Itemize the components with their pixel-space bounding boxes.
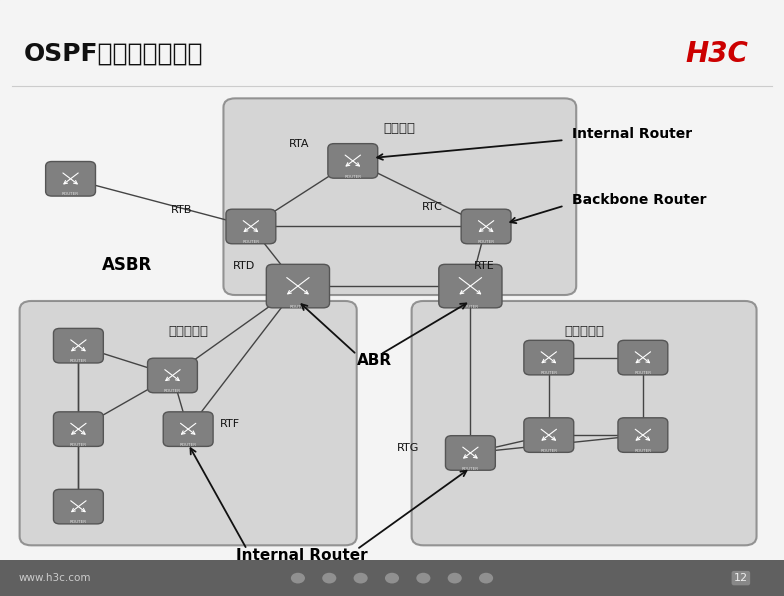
FancyBboxPatch shape — [524, 340, 574, 375]
Text: 非骨干区域: 非骨干区域 — [168, 325, 209, 338]
FancyBboxPatch shape — [267, 265, 329, 308]
Circle shape — [385, 573, 399, 583]
FancyBboxPatch shape — [53, 489, 103, 524]
Text: ROUTER: ROUTER — [540, 371, 557, 375]
FancyBboxPatch shape — [412, 301, 757, 545]
Text: ROUTER: ROUTER — [634, 449, 652, 453]
Text: RTG: RTG — [397, 443, 419, 453]
Text: Backbone Router: Backbone Router — [572, 193, 707, 207]
Text: RTF: RTF — [220, 419, 240, 429]
Text: ROUTER: ROUTER — [180, 443, 197, 447]
Text: ROUTER: ROUTER — [70, 443, 87, 447]
Text: ROUTER: ROUTER — [164, 389, 181, 393]
FancyBboxPatch shape — [20, 301, 357, 545]
Text: Internal Router: Internal Router — [236, 548, 368, 563]
Text: 12: 12 — [734, 573, 748, 583]
Text: ABR: ABR — [357, 353, 392, 368]
Text: ROUTER: ROUTER — [242, 240, 260, 244]
FancyBboxPatch shape — [53, 412, 103, 446]
FancyBboxPatch shape — [439, 265, 502, 308]
Text: RTD: RTD — [233, 261, 255, 271]
Text: OSPF路由器类型示例: OSPF路由器类型示例 — [24, 42, 203, 66]
Text: ROUTER: ROUTER — [477, 240, 495, 244]
Text: ROUTER: ROUTER — [634, 371, 652, 375]
FancyBboxPatch shape — [45, 162, 96, 196]
FancyBboxPatch shape — [226, 209, 276, 244]
FancyBboxPatch shape — [524, 418, 574, 452]
FancyBboxPatch shape — [163, 412, 213, 446]
Text: RTB: RTB — [171, 204, 192, 215]
Text: 非骨干区域: 非骨干区域 — [564, 325, 604, 338]
Text: 骨干区域: 骨干区域 — [384, 122, 416, 135]
Circle shape — [448, 573, 462, 583]
FancyBboxPatch shape — [618, 418, 668, 452]
Circle shape — [291, 573, 305, 583]
Text: ROUTER: ROUTER — [344, 175, 361, 179]
FancyBboxPatch shape — [328, 144, 378, 178]
FancyBboxPatch shape — [618, 340, 668, 375]
Text: Internal Router: Internal Router — [572, 127, 692, 141]
Text: ROUTER: ROUTER — [70, 520, 87, 524]
FancyBboxPatch shape — [0, 0, 784, 568]
FancyBboxPatch shape — [147, 358, 198, 393]
Text: H3C: H3C — [686, 40, 749, 67]
Text: ROUTER: ROUTER — [462, 305, 479, 309]
Text: www.h3c.com: www.h3c.com — [19, 573, 91, 583]
Text: ROUTER: ROUTER — [289, 305, 307, 309]
Text: ROUTER: ROUTER — [70, 359, 87, 364]
Text: RTC: RTC — [422, 201, 443, 212]
Circle shape — [354, 573, 368, 583]
Circle shape — [322, 573, 336, 583]
Text: RTA: RTA — [289, 139, 310, 149]
Text: ROUTER: ROUTER — [462, 467, 479, 471]
Text: ROUTER: ROUTER — [62, 193, 79, 197]
Circle shape — [416, 573, 430, 583]
Circle shape — [479, 573, 493, 583]
FancyBboxPatch shape — [0, 560, 784, 596]
Text: RTE: RTE — [474, 261, 495, 271]
FancyBboxPatch shape — [445, 436, 495, 470]
FancyBboxPatch shape — [461, 209, 511, 244]
Text: ROUTER: ROUTER — [540, 449, 557, 453]
Text: ASBR: ASBR — [102, 256, 152, 274]
FancyBboxPatch shape — [53, 328, 103, 363]
FancyBboxPatch shape — [223, 98, 576, 295]
